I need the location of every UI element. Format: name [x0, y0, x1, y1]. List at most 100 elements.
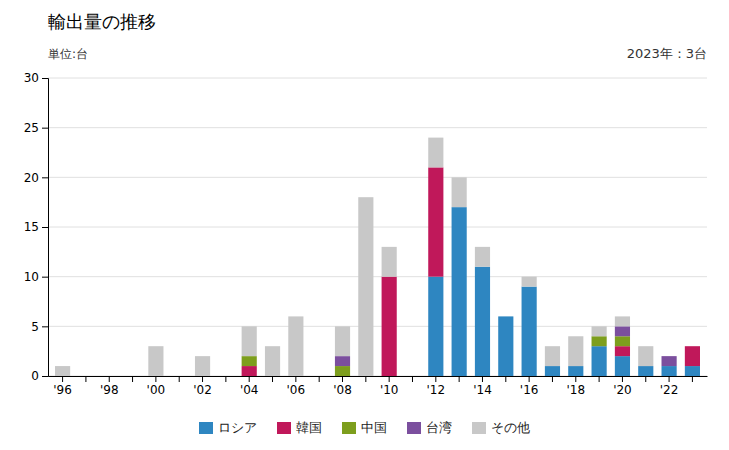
x-tick: '04 — [240, 376, 259, 397]
x-tick — [599, 376, 600, 382]
bar — [615, 346, 630, 356]
x-tick-line — [435, 376, 436, 382]
bar — [685, 346, 700, 347]
y-tick-label: 0 — [31, 369, 39, 383]
x-tick-line — [575, 376, 576, 382]
bar — [452, 207, 467, 376]
bar — [522, 277, 537, 287]
y-tick-label: 15 — [24, 220, 39, 234]
bar — [685, 346, 700, 347]
legend-label: その他 — [491, 420, 530, 435]
y-tick-line — [42, 78, 48, 79]
x-tick-line — [365, 376, 366, 382]
x-tick-line — [622, 376, 623, 382]
x-tick-line — [109, 376, 110, 382]
y-tick-line — [42, 128, 48, 129]
bar — [242, 356, 257, 366]
bar — [405, 376, 420, 377]
x-tick-line — [179, 376, 180, 382]
x-tick: '06 — [287, 376, 306, 397]
x-tick-label: '20 — [613, 383, 632, 397]
x-tick: '14 — [473, 376, 492, 397]
x-tick: '08 — [333, 376, 352, 397]
bar — [382, 277, 397, 376]
x-tick — [225, 376, 226, 382]
legend: ロシア韓国中国台湾その他 — [199, 420, 530, 435]
x-tick-label: '18 — [566, 383, 585, 397]
bar — [335, 356, 350, 366]
x-tick-line — [482, 376, 483, 382]
legend-label: ロシア — [218, 420, 257, 435]
bar — [102, 376, 117, 377]
x-tick-line — [62, 376, 63, 382]
x-tick-line — [225, 376, 226, 382]
x-tick-line — [85, 376, 86, 382]
x-axis: '96'98'00'02'04'06'08'10'12'14'16'18'20'… — [49, 376, 708, 397]
x-tick-line — [459, 376, 460, 382]
chart-svg: 輸出量の推移単位:台2023年：3台'96'98'00'02'04'06'08'… — [0, 0, 729, 450]
bar — [358, 197, 373, 376]
bar — [148, 346, 163, 376]
bar — [102, 376, 117, 377]
y-tick-line — [42, 177, 48, 178]
annotation: 2023年：3台 — [627, 46, 707, 61]
x-tick: '00 — [147, 376, 166, 397]
bar — [475, 267, 490, 376]
y-tick: 10 — [24, 270, 48, 284]
x-tick-line — [389, 376, 390, 382]
bar-series — [428, 207, 700, 376]
bar — [662, 356, 677, 366]
bar — [545, 366, 560, 376]
legend-swatch — [342, 422, 356, 434]
bar — [78, 376, 93, 377]
bar — [428, 138, 443, 168]
bar — [78, 376, 93, 377]
grid-line — [48, 177, 707, 178]
bar — [498, 316, 513, 376]
bar — [615, 316, 630, 326]
y-tick: 30 — [24, 71, 48, 85]
bar — [638, 346, 653, 366]
grid-line — [48, 276, 707, 277]
x-tick — [459, 376, 460, 382]
bar — [288, 316, 303, 376]
bar — [615, 326, 630, 336]
bar — [428, 167, 443, 276]
y-tick-label: 10 — [24, 270, 39, 284]
bar — [218, 376, 233, 377]
y-tick-line — [42, 326, 48, 327]
bar — [428, 277, 443, 376]
bar — [335, 326, 350, 356]
bar — [312, 376, 327, 377]
bar — [662, 366, 677, 376]
x-tick-label: '12 — [427, 383, 446, 397]
y-tick: 20 — [24, 171, 48, 185]
y-axis-line — [42, 79, 49, 377]
y-tick: 25 — [24, 121, 48, 135]
x-tick-label: '06 — [287, 383, 306, 397]
bar — [475, 247, 490, 267]
x-tick-label: '96 — [53, 383, 72, 397]
legend-swatch — [472, 422, 486, 434]
bar — [405, 376, 420, 377]
unit-label: 単位:台 — [48, 47, 88, 61]
x-tick — [552, 376, 553, 382]
bar — [592, 346, 607, 376]
bar — [78, 376, 93, 377]
bar — [265, 346, 280, 376]
x-tick: '02 — [193, 376, 212, 397]
x-tick-line — [692, 376, 693, 382]
x-tick-line — [599, 376, 600, 382]
x-tick-label: '14 — [473, 383, 492, 397]
bars — [55, 138, 700, 376]
x-tick-label: '08 — [333, 383, 352, 397]
bar — [172, 376, 187, 377]
bar — [172, 376, 187, 377]
chart-title: 輸出量の推移 — [48, 11, 156, 32]
bar — [522, 287, 537, 376]
bar — [568, 366, 583, 376]
x-tick-label: '00 — [147, 383, 166, 397]
bar-series — [335, 326, 677, 366]
bar — [172, 376, 187, 377]
x-tick: '18 — [566, 376, 585, 397]
